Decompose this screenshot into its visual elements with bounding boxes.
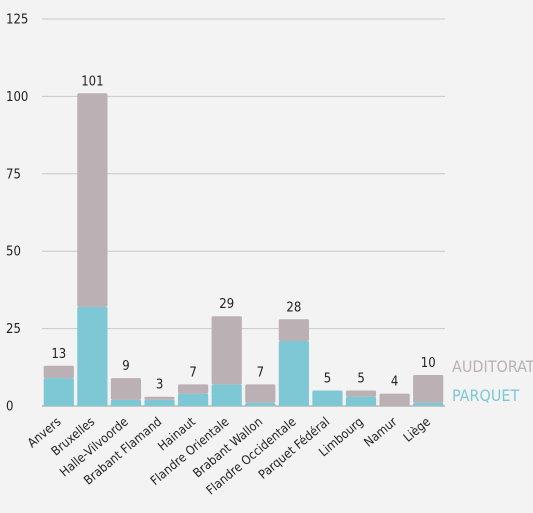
bar-parquet-brabant-wallon [245, 402, 276, 406]
bar-parquet-halle-vilvoorde [110, 399, 142, 406]
bar-parquet-flandre-orientale [211, 384, 242, 406]
y-tick-label: 0 [6, 400, 13, 415]
y-axis: 0 25 50 75 100 125 [6, 13, 28, 415]
bar-parquet-limbourg [345, 396, 377, 406]
total-label: 3 [156, 378, 163, 393]
total-label: 13 [51, 347, 66, 362]
total-label: 7 [189, 365, 196, 380]
bar-auditorat-flandre-orientale [211, 316, 242, 385]
bar-auditorat-flandre-occidentale [278, 319, 309, 341]
bar-parquet-anvers [43, 378, 74, 406]
total-label: 28 [286, 300, 301, 315]
y-tick-label: 100 [6, 90, 28, 105]
total-label: 7 [257, 365, 264, 380]
bar-auditorat-hainaut [178, 384, 209, 394]
total-label: 101 [81, 74, 103, 89]
bar-auditorat-limbourg [345, 390, 377, 397]
legend: AUDITORAT PARQUET [452, 357, 533, 405]
bar-auditorat-bruxelles [77, 93, 108, 307]
grid-lines [42, 18, 445, 407]
bar-auditorat-liège [413, 375, 444, 403]
bar-auditorat-namur [379, 393, 410, 406]
total-label: 4 [391, 375, 398, 390]
legend-auditorat: AUDITORAT [452, 357, 533, 376]
total-label: 29 [219, 297, 234, 312]
total-label: 5 [357, 372, 364, 387]
y-tick-label: 125 [6, 13, 28, 28]
y-tick-label: 25 [6, 322, 21, 337]
bar-auditorat-brabant-flamand [144, 396, 175, 400]
total-label: 10 [421, 356, 436, 371]
bar-parquet-parquet-fédéral [312, 390, 343, 406]
x-category-label: Namur [361, 414, 400, 450]
bars [43, 93, 444, 406]
total-labels: 13 101 9 3 7 29 7 28 5 5 4 10 [51, 74, 435, 392]
bar-parquet-liège [413, 402, 444, 406]
bar-auditorat-brabant-wallon [245, 384, 276, 403]
bar-parquet-flandre-occidentale [278, 340, 309, 406]
bar-parquet-hainaut [178, 393, 209, 406]
legend-parquet: PARQUET [452, 386, 519, 405]
bar-parquet-brabant-flamand [144, 399, 175, 406]
total-label: 5 [324, 372, 331, 387]
y-tick-label: 75 [6, 167, 21, 182]
x-category-label: Liège [400, 414, 433, 445]
total-label: 9 [122, 359, 129, 374]
bar-auditorat-halle-vilvoorde [110, 378, 142, 400]
y-tick-label: 50 [6, 245, 21, 260]
bar-auditorat-anvers [43, 365, 74, 379]
bar-parquet-bruxelles [77, 306, 108, 406]
